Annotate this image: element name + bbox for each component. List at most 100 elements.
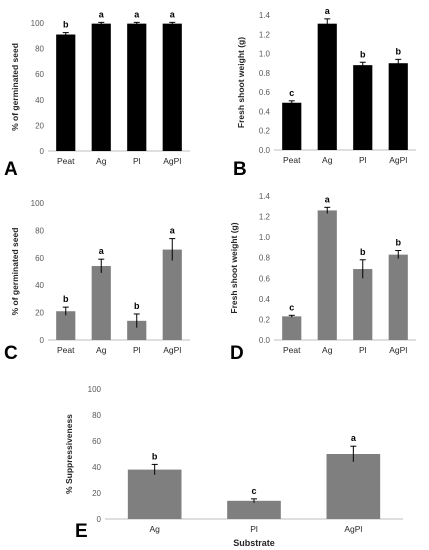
y-tick-label: 1.4 [259, 11, 271, 20]
significance-letter: b [360, 49, 366, 59]
y-tick-label: 100 [88, 385, 102, 394]
bar [227, 500, 281, 519]
category-label: Pl [359, 345, 367, 355]
bar [162, 23, 182, 151]
y-tick-label: 0.0 [259, 336, 271, 345]
category-label: Ag [96, 345, 107, 355]
bar [127, 320, 147, 340]
bar [127, 469, 182, 519]
significance-letter: a [99, 246, 105, 256]
category-label: Pl [133, 156, 141, 166]
category-label: Ag [322, 345, 333, 355]
bar [56, 311, 76, 340]
y-tick-label: 1.0 [259, 50, 271, 59]
y-tick-label: 0.6 [259, 88, 271, 97]
chart-panel-b: 0.0 0.2 0.4 0.6 0.8 1.0 1.2 1.4 c Peat a Ag b Pl b AgPl… [233, 6, 416, 180]
chart-panel-a: 0 20 40 60 80 100 b Peat a Ag a Pl a AgPl % of germina… [4, 9, 190, 180]
significance-letter: a [325, 194, 331, 204]
significance-letter: b [134, 301, 140, 311]
y-tick-label: 1.2 [259, 30, 271, 39]
y-tick-label: 40 [35, 96, 44, 105]
y-axis-label: % of germinated seed [10, 43, 20, 131]
bar [353, 269, 373, 340]
bar [127, 23, 147, 151]
y-tick-label: 20 [35, 309, 44, 318]
panel-letter: A [4, 159, 18, 180]
category-label: AgPl [389, 155, 407, 165]
significance-letter: b [396, 46, 402, 56]
category-label: Pl [359, 155, 367, 165]
y-tick-label: 0.2 [259, 315, 271, 324]
y-tick-label: 80 [92, 411, 101, 420]
significance-letter: b [396, 238, 402, 248]
significance-letter: a [325, 6, 331, 16]
y-axis-label: % Suppressiveness [64, 414, 74, 494]
bar [56, 34, 76, 151]
category-label: AgPl [163, 156, 181, 166]
y-tick-label: 80 [35, 45, 44, 54]
bar [353, 65, 373, 150]
y-tick-label: 0.6 [259, 274, 271, 283]
y-tick-label: 40 [92, 463, 101, 472]
y-tick-label: 0 [40, 147, 45, 156]
category-label: Pl [250, 524, 258, 534]
significance-letter: b [360, 247, 366, 257]
bar [91, 23, 111, 151]
bar [282, 102, 302, 150]
y-tick-label: 80 [35, 226, 44, 235]
y-tick-label: 100 [31, 19, 45, 28]
panel-letter: D [230, 343, 244, 364]
significance-letter: b [63, 294, 69, 304]
y-tick-label: 1.4 [259, 192, 271, 201]
bar [162, 249, 182, 340]
category-label: Peat [57, 345, 75, 355]
y-tick-label: 0.2 [259, 127, 271, 136]
y-tick-label: 20 [92, 489, 101, 498]
category-label: AgPl [344, 524, 362, 534]
bar [326, 454, 381, 519]
y-tick-label: 60 [35, 70, 44, 79]
y-tick-label: 100 [31, 199, 45, 208]
y-tick-label: 40 [35, 281, 44, 290]
y-tick-label: 0 [40, 336, 45, 345]
category-label: AgPl [163, 345, 181, 355]
significance-letter: b [63, 20, 69, 30]
y-tick-label: 20 [35, 121, 44, 130]
chart-panel-e: 0 20 40 60 80 100 b Ag c Pl a AgPl % Suppressiveness… [64, 385, 403, 548]
category-label: Peat [283, 345, 301, 355]
panel-letter: B [233, 159, 247, 180]
y-axis-label: Fresh shoot weight (g) [236, 37, 246, 128]
bar [388, 63, 408, 150]
y-tick-label: 0.4 [259, 107, 271, 116]
significance-letter: a [170, 226, 176, 236]
y-tick-label: 0 [97, 515, 102, 524]
bar [282, 316, 302, 340]
category-label: Ag [322, 155, 333, 165]
category-label: Peat [283, 155, 301, 165]
y-tick-label: 0.8 [259, 254, 271, 263]
bar [91, 266, 111, 340]
y-tick-label: 0.8 [259, 69, 271, 78]
y-tick-label: 60 [92, 437, 101, 446]
category-label: AgPl [389, 345, 407, 355]
y-tick-label: 1.2 [259, 213, 271, 222]
significance-letter: c [251, 486, 256, 496]
category-label: Peat [57, 156, 75, 166]
significance-letter: a [134, 9, 140, 19]
y-axis-label: % of germinated seed [10, 228, 20, 316]
category-label: Ag [149, 524, 160, 534]
significance-letter: a [351, 433, 357, 443]
x-axis-label: Substrate [233, 538, 275, 548]
significance-letter: c [289, 302, 294, 312]
bar [317, 23, 337, 150]
panel-letter: E [75, 521, 88, 542]
significance-letter: b [152, 451, 158, 461]
y-tick-label: 0.4 [259, 295, 271, 304]
y-axis-label: Fresh shoot weight (g) [229, 222, 239, 313]
chart-panel-d: 0.0 0.2 0.4 0.6 0.8 1.0 1.2 1.4 c Peat a Ag b Pl b AgPl… [229, 192, 416, 364]
significance-letter: a [99, 9, 105, 19]
panel-letter: C [4, 343, 18, 364]
y-tick-label: 60 [35, 254, 44, 263]
chart-panel-c: 0 20 40 60 80 100 b Peat a Ag b Pl a AgPl % of germina… [4, 199, 190, 364]
category-label: Ag [96, 156, 107, 166]
